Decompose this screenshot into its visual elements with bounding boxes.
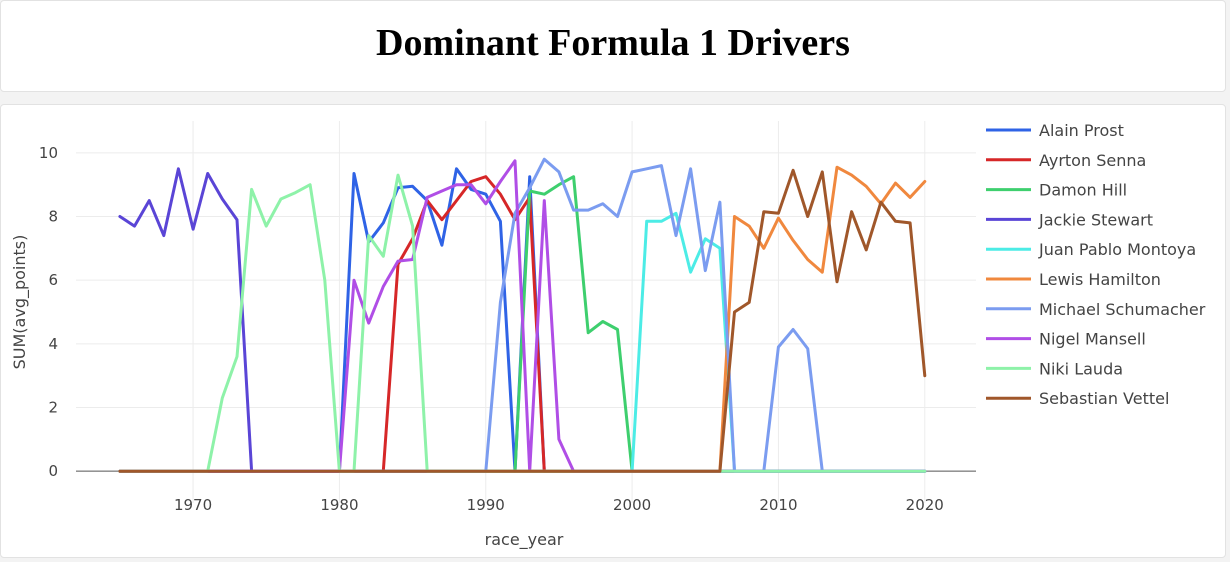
legend-label: Michael Schumacher [1039,300,1206,319]
legend-label: Alain Prost [1039,121,1124,140]
x-tick-label: 2000 [613,496,651,514]
x-tick-label: 2020 [906,496,944,514]
x-tick-label: 1980 [320,496,358,514]
legend-label: Damon Hill [1039,181,1127,200]
y-tick-label: 10 [39,144,58,162]
line-chart: 1970 1980 1990 2000 2010 2020 0 2 4 6 8 10 race_year… [10,121,1206,550]
legend-label: Niki Lauda [1039,359,1123,378]
legend-label: Ayrton Senna [1039,151,1146,170]
legend-label: Nigel Mansell [1039,330,1146,349]
title-card: Dominant Formula 1 Drivers [0,0,1226,92]
x-tick-label: 1970 [174,496,212,514]
x-axis-title: race_year [485,530,564,550]
y-axis-title: SUM(avg_points) [10,235,30,370]
y-tick-label: 0 [48,462,58,480]
legend-label: Lewis Hamilton [1039,270,1161,289]
y-tick-label: 4 [48,335,58,353]
y-tick-label: 8 [48,208,58,226]
legend-label: Sebastian Vettel [1039,389,1169,408]
page-title: Dominant Formula 1 Drivers [376,22,850,64]
y-tick-label: 6 [48,271,58,289]
x-tick-label: 1990 [467,496,505,514]
legend-label: Jackie Stewart [1038,210,1153,229]
x-tick-label: 2010 [759,496,797,514]
series-line-sebastian-vettel [118,168,927,473]
legend-label: Juan Pablo Montoya [1038,240,1196,259]
chart-card: 1970 1980 1990 2000 2010 2020 0 2 4 6 8 10 race_year… [0,104,1226,558]
y-tick-label: 2 [48,399,58,417]
